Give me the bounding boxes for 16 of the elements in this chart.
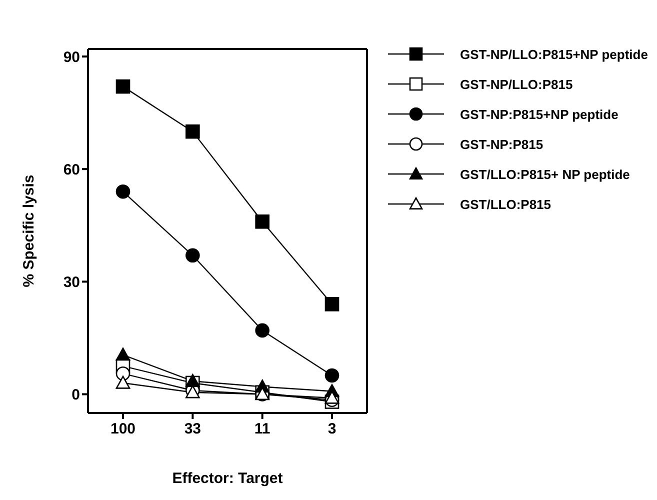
legend-label: GST-NP:P815 [460, 136, 544, 152]
legend-label: GST-NP/LLO:P815 [460, 76, 573, 92]
y-tick-label: 90 [63, 48, 80, 66]
y-axis-title: % Specific lysis [20, 174, 38, 288]
legend-label: GST-NP:P815+NP peptide [460, 106, 618, 122]
legend-label: GST-NP/LLO:P815+NP peptide [460, 46, 648, 62]
y-tick-label: 0 [72, 386, 80, 404]
x-tick-label: 100 [110, 420, 136, 438]
x-tick-label: 3 [328, 420, 336, 438]
y-tick-label: 30 [63, 274, 80, 291]
legend-label: GST/LLO:P815 [460, 196, 552, 212]
x-tick-label: 33 [184, 420, 202, 438]
x-tick-label: 11 [254, 420, 270, 438]
y-tick-label: 60 [63, 161, 80, 178]
legend-label: GST/LLO:P815+ NP peptide [460, 166, 630, 182]
x-axis-title: Effector: Target [172, 470, 283, 487]
